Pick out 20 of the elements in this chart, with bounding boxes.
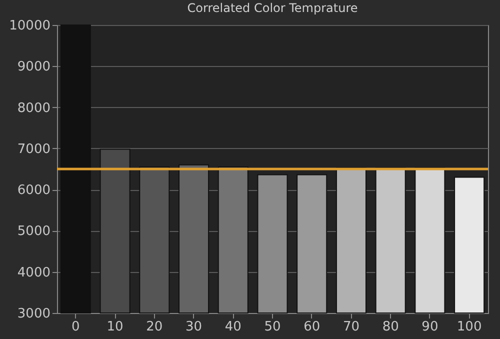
y-tick-label: 5000 (17, 224, 50, 240)
x-tick-label: 40 (224, 320, 242, 334)
y-tick-label: 4000 (17, 265, 50, 280)
x-tick-label: 10 (106, 320, 124, 334)
x-tick-label: 70 (342, 320, 360, 334)
y-tick-label: 7000 (17, 142, 50, 157)
x-tick-label: 90 (422, 320, 438, 334)
x-tick-label: 60 (304, 320, 320, 334)
y-tick-label: 10000 (9, 18, 50, 34)
x-tick-label: 30 (186, 320, 202, 334)
y-tick-label: 8000 (17, 100, 50, 116)
chart-title: Correlated Color Temprature (187, 1, 358, 15)
y-tick-label: 6000 (17, 183, 50, 198)
x-tick-label: 80 (382, 320, 399, 334)
y-tick-label: 3000 (17, 306, 50, 322)
x-tick-label: 100 (456, 320, 482, 334)
x-tick-label: 20 (146, 320, 163, 334)
x-tick-label: 0 (72, 320, 80, 334)
x-tick-label: 50 (264, 320, 281, 334)
y-tick-label: 9000 (17, 60, 50, 75)
